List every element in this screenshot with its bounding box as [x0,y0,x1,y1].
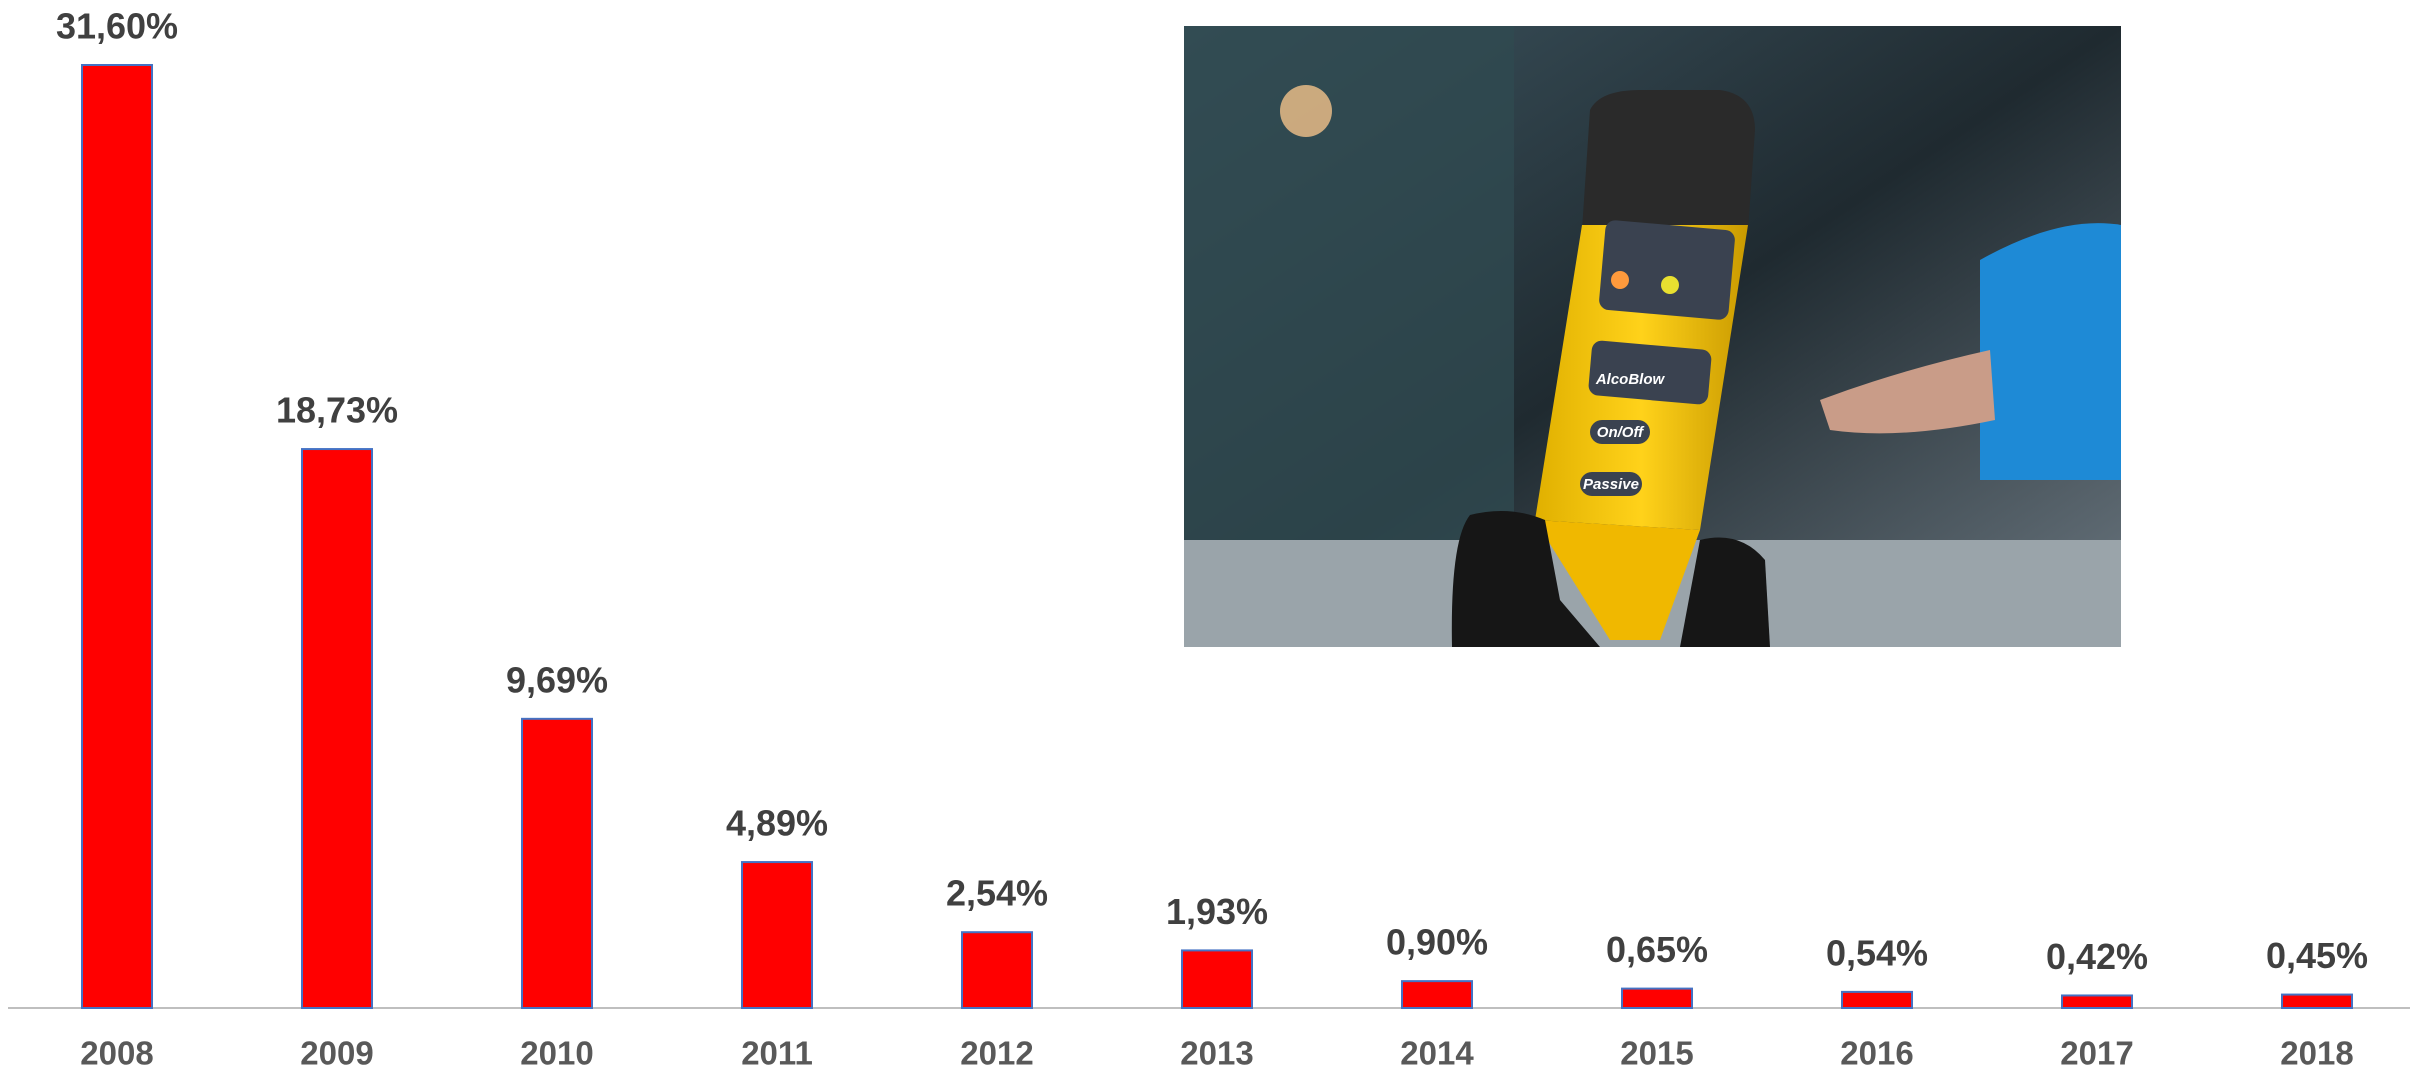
x-tick-label: 2017 [2060,1035,2133,1072]
device-tip [1535,520,1700,640]
x-tick-label: 2016 [1840,1035,1913,1072]
photo: AlcoBlow On/Off Passive [1184,26,2121,647]
value-label: 31,60% [56,6,178,47]
indicator-panel [1599,220,1735,320]
bar [1841,990,1913,1009]
brand-panel [1588,340,1712,405]
led [1611,271,1629,289]
x-tick-label: 2015 [1620,1035,1693,1072]
x-tick-label: 2012 [960,1035,1033,1072]
x-tick-label: 2009 [300,1035,373,1072]
value-label: 9,69% [506,659,608,700]
value-label: 2,54% [946,873,1048,914]
bar [1621,987,1693,1009]
button [1580,472,1642,496]
photo-label: AlcoBlow [1595,371,1666,388]
x-tick-label: 2011 [741,1035,813,1072]
device-cap [1582,90,1755,230]
glove [1451,511,1600,647]
x-tick-label: 2010 [520,1035,593,1072]
photo-label: On/Off [1597,424,1645,441]
glove [1680,537,1770,647]
value-label: 4,89% [726,803,828,844]
bar [1401,980,1473,1009]
x-tick-label: 2008 [80,1035,153,1072]
x-tick-label: 2014 [1400,1035,1474,1072]
bar [2281,993,2353,1010]
value-label: 18,73% [276,390,398,431]
car-window [1184,26,1514,546]
value-label: 1,93% [1166,891,1268,932]
value-label: 0,65% [1606,929,1708,970]
hand [1820,350,1995,434]
value-label: 0,42% [2046,936,2148,977]
bar [81,64,153,1009]
button [1590,420,1650,444]
bar [961,931,1033,1010]
bar [741,861,813,1009]
value-label: 0,45% [2266,935,2368,976]
led [1661,276,1679,294]
bar [2061,994,2133,1009]
x-tick-label: 2018 [2280,1035,2353,1072]
sleeve [1980,223,2121,480]
x-tick-label: 2013 [1180,1035,1253,1072]
light-blur [1280,85,1332,137]
value-label: 0,54% [1826,932,1928,973]
photo-label: Passive [1583,476,1639,493]
bar [1181,949,1253,1010]
bar [521,717,593,1010]
bar [301,448,373,1009]
value-label: 0,90% [1386,922,1488,963]
